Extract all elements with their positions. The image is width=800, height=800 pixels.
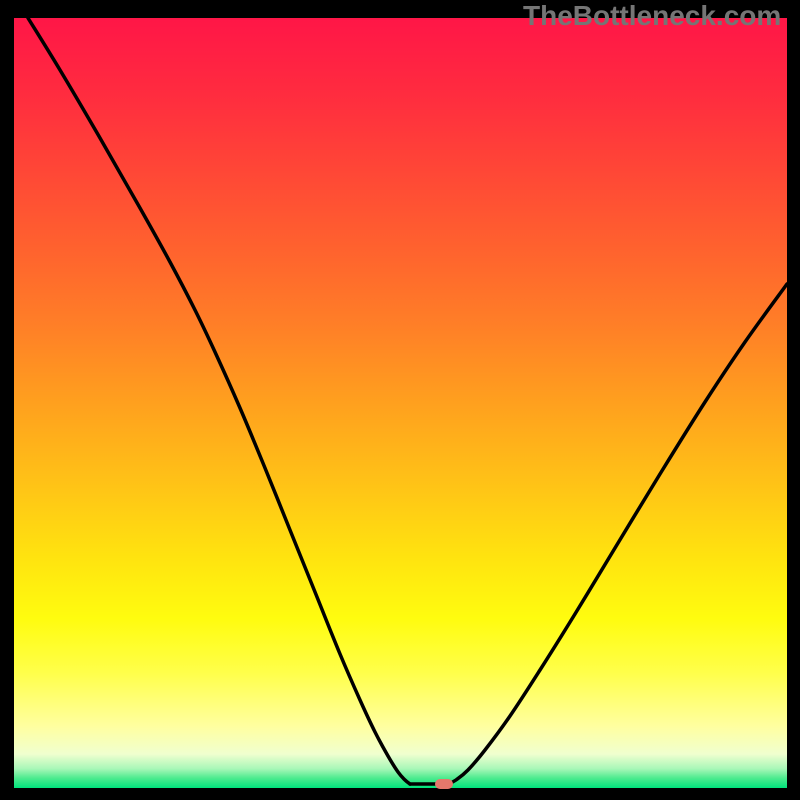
- watermark-text: TheBottleneck.com: [523, 0, 781, 32]
- chart-container: TheBottleneck.com: [0, 0, 800, 800]
- plot-area: [14, 18, 787, 788]
